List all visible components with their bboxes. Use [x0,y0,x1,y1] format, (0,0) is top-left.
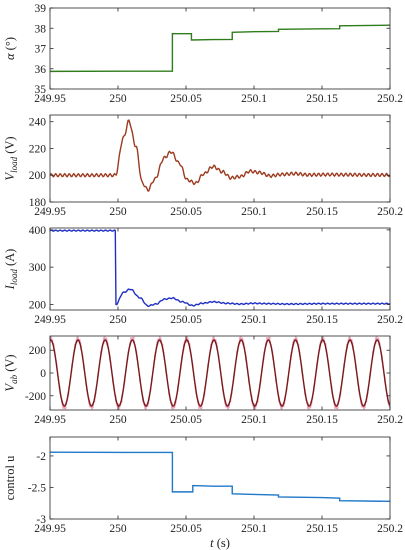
x-tick-label: 250.1 [241,523,267,535]
x-tick-label: 250.1 [241,206,267,218]
x-tick-label: 250.15 [306,523,338,535]
y-tick-label: 35 [35,84,47,96]
y-axis-label-iload: Iload (A) [3,249,19,291]
x-tick-label: 250.1 [241,93,267,105]
x-tick-label: 249.95 [34,414,66,426]
y-axis-label-alpha: α (°) [3,37,17,60]
axes-box-control [49,436,391,520]
y-tick-label: -2 [36,451,46,463]
x-tick-label: 250.2 [377,414,403,426]
y-tick-label: 38 [35,23,47,35]
y-axis-label-vab: Vab (V) [3,354,19,391]
y-tick-label: 36 [35,64,47,76]
x-tick-label: 250 [109,314,127,326]
chart-panel-iload: 249.95 250 250.05 250.1 250.15 250.2 200 300 400… [3,225,403,326]
y-tick-label: 300 [29,262,47,274]
x-tick-label: 249.95 [34,523,66,535]
axes-box-iload [49,227,391,311]
x-tick-label: 250.2 [377,206,403,218]
x-tick-label: 250 [109,93,127,105]
y-tick-label: 200 [29,299,47,311]
x-tick-label: 250.05 [170,414,202,426]
series-line-control-0 [50,451,390,503]
y-tick-label: 0 [40,368,46,380]
y-tick-label: 37 [35,44,47,56]
y-axis-label-control: control u [3,455,17,501]
y-tick-label: 240 [29,117,47,129]
x-tick-label: 250.1 [241,314,267,326]
y-tick-label: -200 [25,391,46,403]
x-tick-label: 250 [109,414,127,426]
series-line-iload-0 [50,229,390,308]
axes-box-vload [49,114,391,203]
y-tick-label: -2.5 [28,482,46,494]
x-tick-label: 250.2 [377,314,403,326]
x-tick-label: 250.05 [170,523,202,535]
x-tick-label: 250.15 [306,414,338,426]
y-tick-label: 400 [29,225,47,237]
x-tick-label: 250.05 [170,206,202,218]
y-axis-label-vload: Vload (V) [3,136,19,180]
y-tick-label: -3 [36,514,46,526]
y-tick-label: 200 [29,170,47,182]
x-tick-label: 250.05 [170,93,202,105]
y-tick-label: 220 [29,143,47,155]
x-tick-label: 250.2 [377,523,403,535]
x-tick-label: 250.2 [377,93,403,105]
y-tick-label: 39 [35,3,47,15]
x-tick-label: 250.15 [306,206,338,218]
chart-panel-vab: 249.95 250 250.05 250.1 250.15 250.2 -200 0 200 V… [3,335,403,426]
x-axis-label: t (s) [210,536,230,550]
x-tick-label: 250 [109,206,127,218]
x-tick-label: 250.1 [241,414,267,426]
y-tick-label: 200 [29,345,47,357]
x-tick-label: 249.95 [34,206,66,218]
x-tick-label: 249.95 [34,93,66,105]
y-tick-label: 180 [29,197,47,209]
x-tick-label: 250.05 [170,314,202,326]
chart-panel-alpha: 249.95 250 250.05 250.1 250.15 250.2 35 36 37 38 3… [3,3,403,105]
chart-panel-vload: 249.95 250 250.05 250.1 250.15 250.2 180 200 220… [3,114,403,218]
axes-box-alpha [49,7,391,90]
x-tick-label: 249.95 [34,314,66,326]
x-tick-label: 250.15 [306,314,338,326]
x-tick-label: 250 [109,523,127,535]
x-tick-label: 250.15 [306,93,338,105]
series-line-vab-1 [50,339,390,407]
chart-panel-control: 249.95 250 250.05 250.1 250.15 250.2 -3 -2.5 -2 c… [3,436,403,550]
series-line-alpha-0 [50,24,390,73]
series-line-vload-0 [50,119,390,192]
